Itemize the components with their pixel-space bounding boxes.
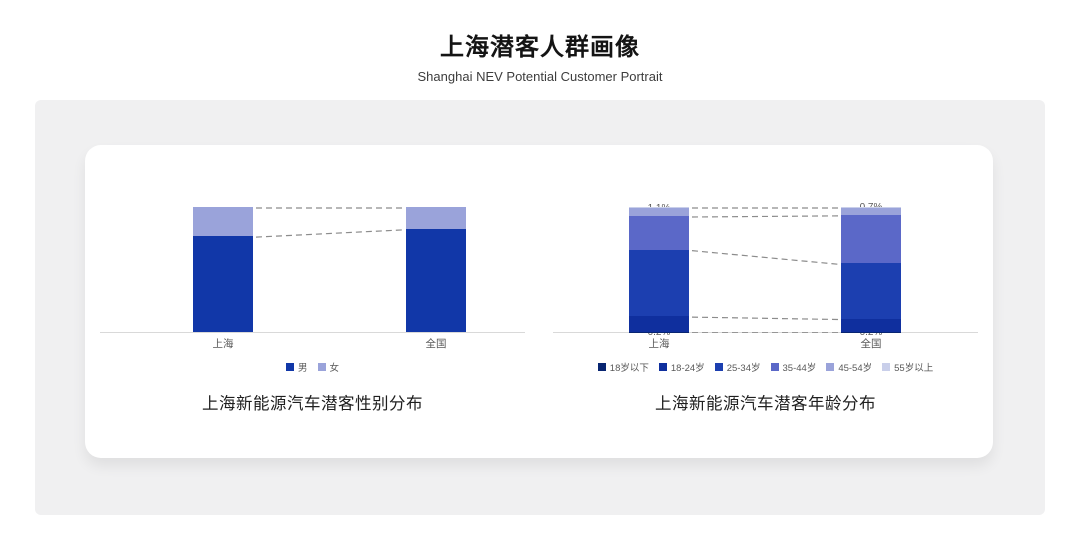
age-chart-plot: 0.2%12.5%53.2%26.9%6.1%1.1%0.2%10.6%44.2… [553, 195, 978, 338]
bar-segment [841, 318, 901, 332]
legend-swatch [826, 363, 835, 371]
category-label: 全国 [425, 338, 447, 350]
gender-chart-title: 上海新能源汽车潜客性别分布 [202, 395, 423, 413]
legend-swatch [285, 363, 294, 371]
legend-swatch [770, 363, 779, 371]
category-label: 全国 [860, 338, 882, 350]
gender-chart-plot: 76.7%23.3%82.5%17.5% [100, 195, 525, 333]
bar-column [193, 207, 253, 332]
legend-item: 男 [285, 360, 308, 374]
legend-item: 女 [317, 360, 340, 374]
legend-swatch [317, 363, 326, 371]
bar-segment [841, 207, 901, 208]
category-label: 上海 [648, 338, 670, 350]
category-label: 上海 [212, 338, 234, 350]
legend-label: 18-24岁 [670, 363, 705, 374]
bar-segment [841, 214, 901, 264]
legend-item: 25-34岁 [714, 360, 761, 374]
bar-segment [841, 263, 901, 319]
bar-column [629, 207, 689, 332]
bar-segment [841, 207, 901, 215]
page-title: 上海潜客人群画像 [440, 34, 640, 61]
legend-item: 45-54岁 [826, 360, 872, 374]
legend-item: 35-44岁 [770, 360, 817, 374]
legend-swatch [658, 363, 667, 371]
bar-segment [406, 207, 466, 229]
legend-swatch [882, 363, 891, 371]
legend-item: 18-24岁 [658, 360, 705, 374]
bar-segment [193, 207, 253, 237]
legend-item: 55岁以上 [882, 360, 933, 374]
bar-segment [629, 207, 689, 209]
connector-lines [691, 207, 839, 333]
age-chart-title: 上海新能源汽车潜客年龄分布 [655, 395, 876, 413]
gender-chart-legend: 男女 [100, 360, 525, 374]
bar-column [841, 207, 901, 332]
page-header: 上海潜客人群画像 Shanghai NEV Potential Customer… [0, 0, 1080, 84]
legend-label: 18岁以下 [609, 363, 649, 374]
legend-label: 55岁以上 [894, 363, 934, 374]
legend-item: 18岁以下 [597, 360, 649, 374]
bar-segment [629, 316, 689, 332]
bar-segment [629, 216, 689, 250]
bar-segment [406, 228, 466, 332]
page-subtitle: Shanghai NEV Potential Customer Portrait [417, 69, 663, 84]
bar-segment [629, 249, 689, 317]
gender-chart-categories: 上海 全国 [100, 336, 525, 354]
age-chart: 0.2%12.5%53.2%26.9%6.1%1.1%0.2%10.6%44.2… [553, 195, 978, 458]
legend-label: 45-54岁 [838, 363, 873, 374]
legend-label: 男 [297, 363, 308, 374]
bar-segment [629, 208, 689, 216]
age-chart-categories: 上海 全国 [553, 336, 978, 354]
legend-swatch [714, 363, 723, 371]
legend-swatch [597, 363, 606, 371]
bar-segment [193, 236, 253, 332]
legend-label: 35-44岁 [782, 363, 817, 374]
legend-label: 女 [329, 363, 340, 374]
bar-column [406, 207, 466, 332]
age-chart-legend: 18岁以下 18-24岁 25-34岁 35-44岁 45-54岁 55岁以上 [553, 360, 978, 374]
legend-label: 25-34岁 [726, 363, 761, 374]
